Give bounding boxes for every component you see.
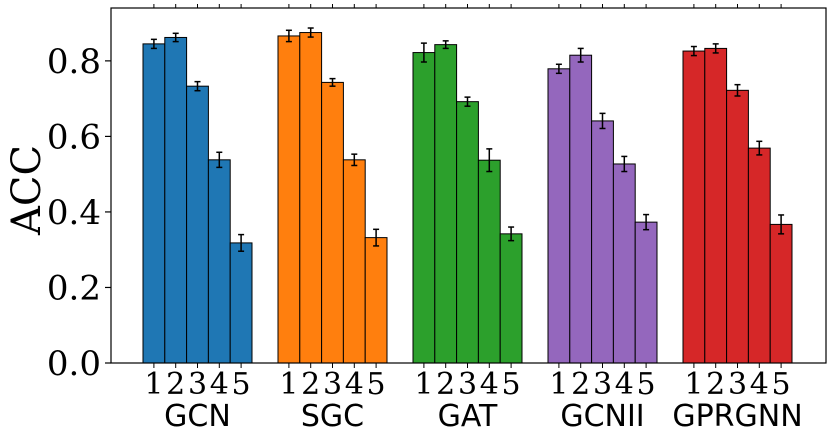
bar-gcnii-3 [591,120,614,364]
y-axis-label: ACC [4,145,50,236]
bar-gat-1 [412,52,436,364]
group-label-gprgnn: GPRGNN [672,399,802,434]
bar-gat-5 [499,233,523,364]
y-tick-label-0.0: 0.0 [47,344,101,384]
x-tick-label-gcn-3: 3 [188,367,207,402]
bar-gcnii-2 [569,54,593,364]
x-tick-label-gprgnn-3: 3 [728,367,747,402]
x-tick-label-gcnii-3: 3 [593,367,612,402]
bar-gcn-2 [164,36,188,364]
x-tick-label-gcn-4: 4 [210,367,229,402]
bar-gcnii-4 [612,163,636,364]
bar-gat-2 [434,44,458,364]
y-tick-label-0.4: 0.4 [47,193,101,233]
group-label-gcnii: GCNII [560,399,644,434]
x-tick-label-gprgnn-2: 2 [706,367,725,402]
bar-gprgnn-1 [682,50,706,364]
bar-gprgnn-5 [769,223,793,364]
x-tick-label-gcnii-4: 4 [615,367,634,402]
x-tick-label-gcnii-1: 1 [549,367,568,402]
y-tick-label-0.8: 0.8 [47,42,101,82]
bar-gcn-3 [186,85,209,364]
bar-sgc-3 [321,81,344,364]
x-tick-label-gat-3: 3 [458,367,477,402]
group-label-gat: GAT [438,399,498,434]
x-tick-label-gcn-5: 5 [232,367,251,402]
bar-sgc-5 [364,237,388,364]
x-tick-label-sgc-1: 1 [279,367,298,402]
bar-gcn-1 [142,43,166,364]
x-tick-label-sgc-3: 3 [323,367,342,402]
group-label-gcn: GCN [164,399,231,434]
bar-gprgnn-4 [747,147,771,364]
x-tick-label-gprgnn-4: 4 [750,367,769,402]
x-tick-label-gat-4: 4 [480,367,499,402]
x-tick-label-gprgnn-5: 5 [772,367,791,402]
bar-gcn-5 [229,242,253,364]
x-tick-label-sgc-5: 5 [367,367,386,402]
plot-frame [110,7,827,364]
x-tick-label-sgc-4: 4 [345,367,364,402]
bar-sgc-4 [342,159,366,364]
bar-gcn-4 [207,159,231,364]
bar-gcnii-5 [634,221,658,364]
axes-layer [105,4,827,368]
bar-sgc-1 [277,35,301,364]
x-tick-label-gcn-2: 2 [166,367,185,402]
bar-gcnii-1 [547,68,571,364]
bar-gprgnn-2 [704,47,728,364]
x-tick-label-gat-2: 2 [436,367,455,402]
x-tick-label-gcnii-5: 5 [637,367,656,402]
x-tick-label-gat-5: 5 [502,367,521,402]
x-tick-label-gat-1: 1 [414,367,433,402]
group-label-sgc: SGC [301,399,364,434]
bar-gprgnn-3 [726,89,749,364]
y-tick-label-0.6: 0.6 [47,117,101,157]
x-tick-label-gcnii-2: 2 [571,367,590,402]
error-bars-layer [150,27,785,252]
x-tick-label-sgc-2: 2 [301,367,320,402]
x-tick-label-gprgnn-1: 1 [684,367,703,402]
x-tick-label-gcn-1: 1 [144,367,163,402]
y-tick-label-0.2: 0.2 [47,268,101,308]
bar-gat-4 [477,159,501,364]
bar-gat-3 [456,101,479,364]
bars-layer [142,32,793,364]
bar-sgc-2 [299,32,323,364]
